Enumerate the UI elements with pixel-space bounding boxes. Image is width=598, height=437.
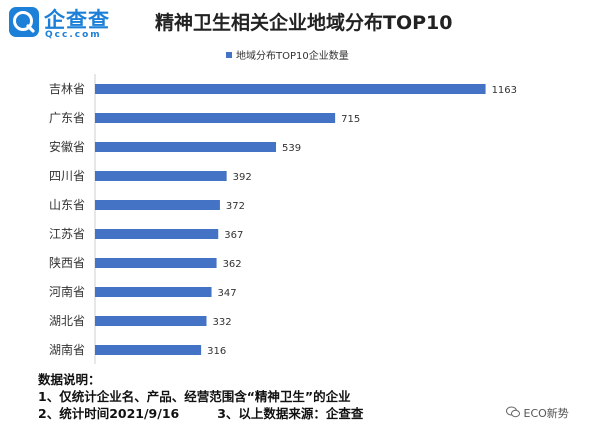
- value-label: 1163: [492, 85, 517, 96]
- chart-legend: 地域分布TOP10企业数量: [226, 49, 349, 62]
- value-label: 392: [233, 172, 252, 183]
- bar: [95, 113, 336, 123]
- watermark: ECO新势: [506, 405, 569, 421]
- notes-line-2: 2、统计时间2021/9/16 3、以上数据来源：企查查: [38, 405, 363, 422]
- category-label: 陕西省: [49, 255, 85, 270]
- value-label: 372: [226, 201, 245, 212]
- legend-swatch: [226, 52, 232, 58]
- notes-line-2b: 3、以上数据来源：企查查: [217, 406, 364, 421]
- bar: [95, 200, 220, 210]
- page-title: 精神卫生相关企业地域分布TOP10: [155, 12, 453, 34]
- notes-line-2a: 2、统计时间2021/9/16: [38, 406, 180, 421]
- bar: [95, 142, 277, 152]
- bar: [95, 84, 486, 94]
- category-label: 吉林省: [49, 82, 85, 96]
- bar: [95, 229, 219, 239]
- value-label: 347: [218, 288, 237, 299]
- logo-mark-icon: [9, 7, 39, 37]
- notes-heading: 数据说明：: [38, 372, 101, 387]
- value-label: 316: [207, 346, 226, 357]
- category-label: 四川省: [49, 169, 85, 183]
- legend-label: 地域分布TOP10企业数量: [236, 49, 349, 62]
- category-label: 河南省: [49, 284, 85, 299]
- bar: [95, 171, 227, 181]
- bar: [95, 316, 207, 326]
- value-label: 332: [212, 317, 231, 328]
- logo-text: 企查查: [44, 8, 110, 32]
- bar-chart: 地域分布TOP10企业数量 吉林省 1163 广东省 715 安徽省 539 四川省 392 山…: [49, 49, 517, 364]
- wechat-icon: [506, 406, 520, 418]
- value-label: 362: [223, 259, 242, 270]
- category-label: 湖北省: [49, 313, 85, 328]
- logo: 企查查 Qcc.com: [8, 4, 128, 44]
- category-label: 广东省: [49, 111, 85, 125]
- category-label: 安徽省: [49, 139, 85, 154]
- value-label: 539: [282, 143, 301, 154]
- bar: [95, 287, 212, 297]
- value-label: 715: [341, 114, 360, 125]
- logo-domain: Qcc.com: [45, 30, 102, 40]
- bar: [95, 345, 202, 355]
- category-label: 湖南省: [49, 342, 85, 357]
- data-notes: 数据说明： 1、仅统计企业名、产品、经营范围含“精神卫生”的企业 2、统计时间2…: [38, 371, 363, 422]
- watermark-text: ECO新势: [523, 407, 569, 420]
- notes-line-1: 1、仅统计企业名、产品、经营范围含“精神卫生”的企业: [38, 389, 351, 404]
- category-label: 山东省: [49, 198, 85, 212]
- value-label: 367: [224, 230, 243, 241]
- bar: [95, 258, 217, 268]
- category-label: 江苏省: [49, 227, 85, 241]
- bars-group: 吉林省 1163 广东省 715 安徽省 539 四川省 392 山东省 372 江苏省 367 陕西省…: [49, 82, 517, 357]
